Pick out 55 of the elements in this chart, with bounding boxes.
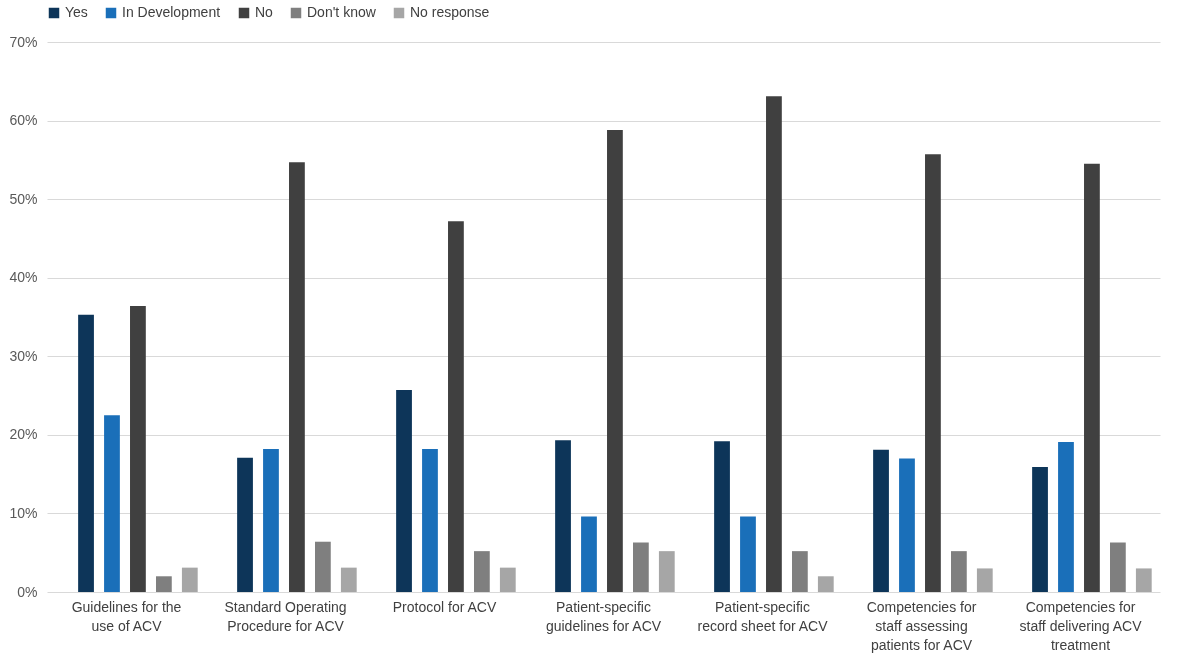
bar: [314, 541, 331, 592]
bar: [1109, 542, 1126, 592]
bar: [155, 576, 172, 592]
bar: [607, 130, 623, 592]
legend-label: Don't know: [307, 4, 377, 20]
x-tick-label: Standard Operating Procedure for ACV: [224, 598, 347, 634]
bar: [1058, 441, 1074, 592]
y-tick-label: 30%: [9, 347, 38, 364]
bar: [473, 551, 490, 592]
bar: [714, 441, 730, 592]
bar: [581, 516, 597, 592]
y-tick-label: 60%: [9, 112, 38, 129]
legend-label: No: [255, 4, 274, 20]
x-tick-label: Protocol for ACV: [392, 598, 497, 615]
legend-label: Yes: [65, 4, 88, 20]
bar: [817, 576, 834, 592]
x-tick-label: Patient-specific record sheet for ACV: [697, 598, 829, 634]
y-tick-label: 10%: [9, 504, 38, 521]
bar: [766, 96, 782, 592]
bar: [976, 568, 993, 592]
bar: [950, 551, 967, 592]
bar: [396, 390, 412, 592]
x-tick-label: Competencies for staff assessing patients for ACV: [866, 598, 977, 653]
x-tick-label: Guidelines for the use of ACV: [71, 598, 182, 634]
bar: [1084, 163, 1100, 592]
legend-label: In Development: [122, 4, 221, 20]
bar: [899, 458, 915, 592]
x-tick-label: Competencies for staff delivering ACV treatment: [1019, 598, 1143, 653]
bar: [658, 551, 675, 592]
bar: [237, 457, 253, 592]
y-tick-label: 0%: [17, 583, 38, 600]
bar: [130, 306, 146, 592]
y-tick-label: 70%: [9, 33, 38, 50]
bar: [632, 542, 649, 592]
bar: [873, 449, 889, 592]
bar: [791, 551, 808, 592]
bar: [104, 415, 120, 592]
legend-label: No response: [410, 4, 490, 20]
bar: [340, 567, 357, 592]
bar: [555, 440, 571, 592]
bar: [925, 154, 941, 592]
bar: [1135, 568, 1152, 592]
bar: [181, 567, 198, 592]
bar: [78, 314, 94, 592]
bar: [1032, 467, 1048, 592]
x-tick-label: Patient-specific guidelines for ACV: [545, 598, 662, 634]
bar: [289, 162, 305, 592]
y-tick-label: 50%: [9, 190, 38, 207]
y-tick-label: 20%: [9, 426, 38, 443]
bar: [740, 516, 756, 592]
bar: [448, 221, 464, 592]
bar: [263, 449, 279, 592]
bar: [499, 567, 516, 592]
y-tick-label: 40%: [9, 269, 38, 286]
bar: [422, 449, 438, 592]
